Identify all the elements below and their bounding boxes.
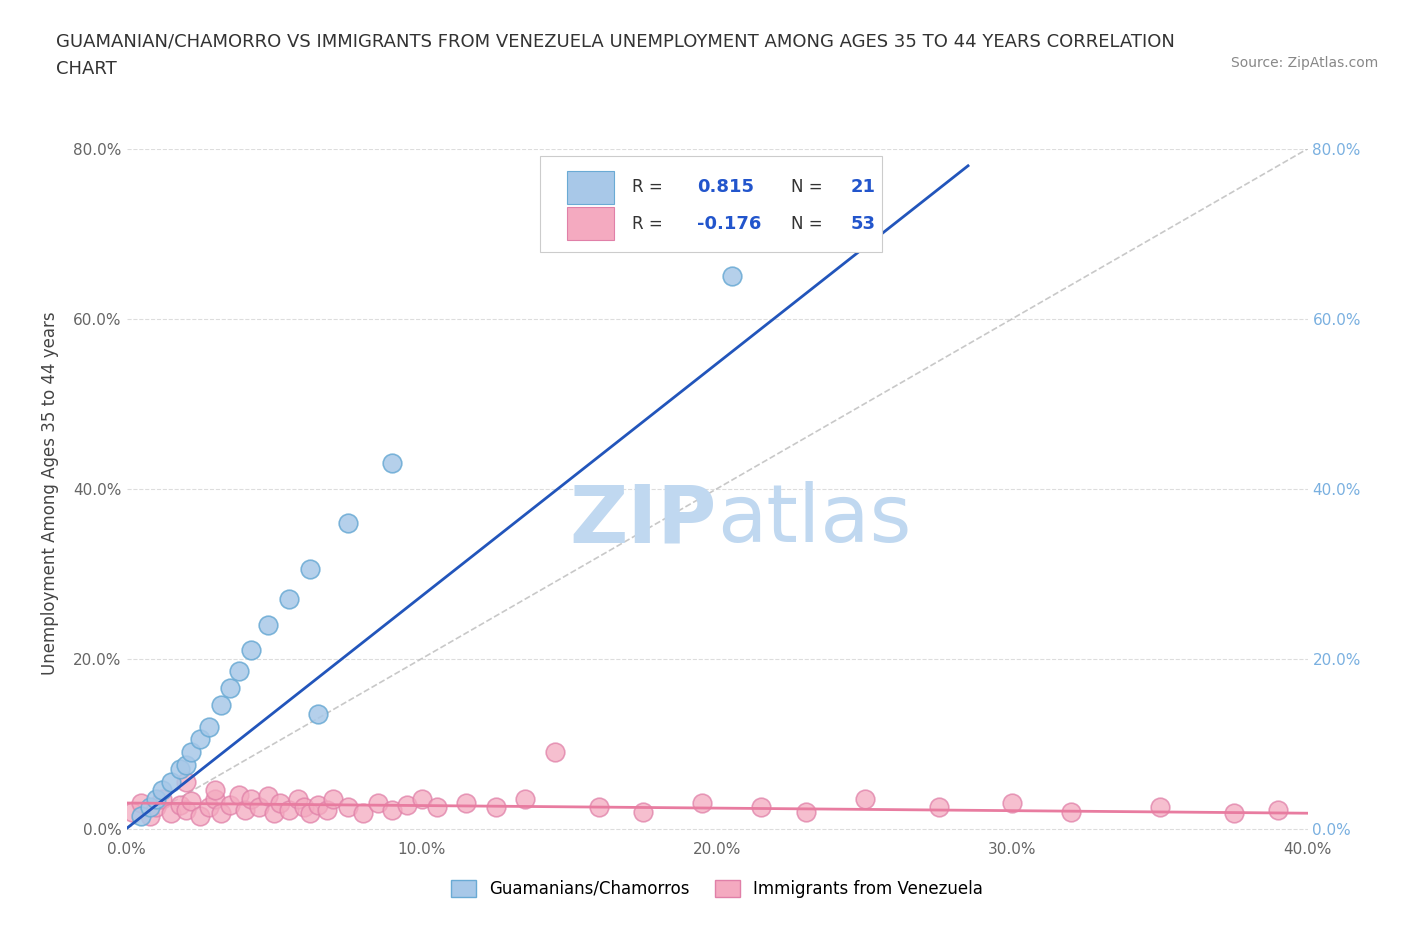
Text: CHART: CHART bbox=[56, 60, 117, 78]
Point bbox=[1267, 803, 1289, 817]
Point bbox=[257, 618, 280, 632]
Text: ZIP: ZIP bbox=[569, 482, 717, 560]
Point bbox=[928, 800, 950, 815]
Point bbox=[145, 791, 167, 806]
Point bbox=[425, 800, 447, 815]
Point bbox=[337, 800, 360, 815]
Point bbox=[588, 800, 610, 815]
Point bbox=[269, 795, 291, 810]
Point bbox=[396, 797, 419, 812]
Point bbox=[174, 757, 197, 772]
Point bbox=[1001, 795, 1024, 810]
Point bbox=[257, 789, 280, 804]
Point bbox=[1222, 805, 1246, 820]
Point bbox=[352, 805, 374, 820]
Point bbox=[794, 804, 817, 819]
Point bbox=[543, 745, 565, 760]
Point bbox=[129, 808, 153, 823]
FancyBboxPatch shape bbox=[567, 171, 614, 204]
Point bbox=[292, 800, 315, 815]
Point bbox=[129, 795, 153, 810]
Point bbox=[337, 515, 360, 530]
Text: GUAMANIAN/CHAMORRO VS IMMIGRANTS FROM VENEZUELA UNEMPLOYMENT AMONG AGES 35 TO 44: GUAMANIAN/CHAMORRO VS IMMIGRANTS FROM VE… bbox=[56, 33, 1175, 50]
Point bbox=[209, 805, 232, 820]
Point bbox=[204, 791, 226, 806]
Point bbox=[751, 800, 773, 815]
Point bbox=[159, 775, 183, 790]
Point bbox=[307, 707, 329, 722]
Point bbox=[1149, 800, 1171, 815]
Legend: Guamanians/Chamorros, Immigrants from Venezuela: Guamanians/Chamorros, Immigrants from Ve… bbox=[444, 873, 990, 904]
Text: 0.815: 0.815 bbox=[697, 179, 754, 196]
Point bbox=[278, 803, 301, 817]
Point bbox=[366, 795, 388, 810]
Point bbox=[381, 803, 404, 817]
Point bbox=[720, 269, 742, 284]
Text: Source: ZipAtlas.com: Source: ZipAtlas.com bbox=[1230, 56, 1378, 70]
Point bbox=[150, 783, 173, 798]
Point bbox=[145, 800, 167, 815]
Point bbox=[198, 800, 221, 815]
Point bbox=[219, 681, 242, 696]
Point bbox=[239, 791, 262, 806]
Text: N =: N = bbox=[792, 179, 828, 196]
Point bbox=[180, 745, 202, 760]
Point bbox=[209, 698, 232, 712]
Point bbox=[139, 800, 162, 815]
FancyBboxPatch shape bbox=[567, 207, 614, 240]
Point bbox=[381, 456, 404, 471]
Point bbox=[174, 775, 197, 790]
FancyBboxPatch shape bbox=[540, 155, 883, 252]
Point bbox=[287, 791, 309, 806]
Point bbox=[263, 805, 285, 820]
Point bbox=[307, 797, 329, 812]
Text: 53: 53 bbox=[851, 215, 876, 232]
Point bbox=[121, 804, 143, 819]
Text: N =: N = bbox=[792, 215, 828, 232]
Point bbox=[247, 800, 270, 815]
Text: R =: R = bbox=[633, 179, 668, 196]
Point bbox=[484, 800, 508, 815]
Point bbox=[316, 803, 339, 817]
Point bbox=[139, 808, 162, 823]
Point bbox=[180, 794, 202, 809]
Point bbox=[150, 791, 173, 806]
Point bbox=[515, 791, 537, 806]
Point bbox=[454, 795, 477, 810]
Point bbox=[188, 732, 211, 747]
Text: atlas: atlas bbox=[717, 482, 911, 560]
Text: 21: 21 bbox=[851, 179, 876, 196]
Point bbox=[198, 719, 221, 734]
Point bbox=[228, 664, 250, 679]
Point bbox=[159, 805, 183, 820]
Point bbox=[690, 795, 713, 810]
Point bbox=[322, 791, 344, 806]
Point bbox=[239, 643, 262, 658]
Point bbox=[169, 762, 191, 777]
Point bbox=[1060, 804, 1083, 819]
Y-axis label: Unemployment Among Ages 35 to 44 years: Unemployment Among Ages 35 to 44 years bbox=[41, 312, 59, 674]
Point bbox=[233, 803, 256, 817]
Point bbox=[298, 805, 321, 820]
Text: -0.176: -0.176 bbox=[697, 215, 762, 232]
Point bbox=[219, 797, 242, 812]
Point bbox=[204, 783, 226, 798]
Point bbox=[169, 797, 191, 812]
Point bbox=[298, 562, 321, 577]
Point bbox=[278, 591, 301, 606]
Point bbox=[188, 808, 211, 823]
Point bbox=[631, 804, 654, 819]
Point bbox=[411, 791, 433, 806]
Point bbox=[853, 791, 876, 806]
Text: R =: R = bbox=[633, 215, 668, 232]
Point bbox=[228, 787, 250, 802]
Point bbox=[174, 803, 197, 817]
